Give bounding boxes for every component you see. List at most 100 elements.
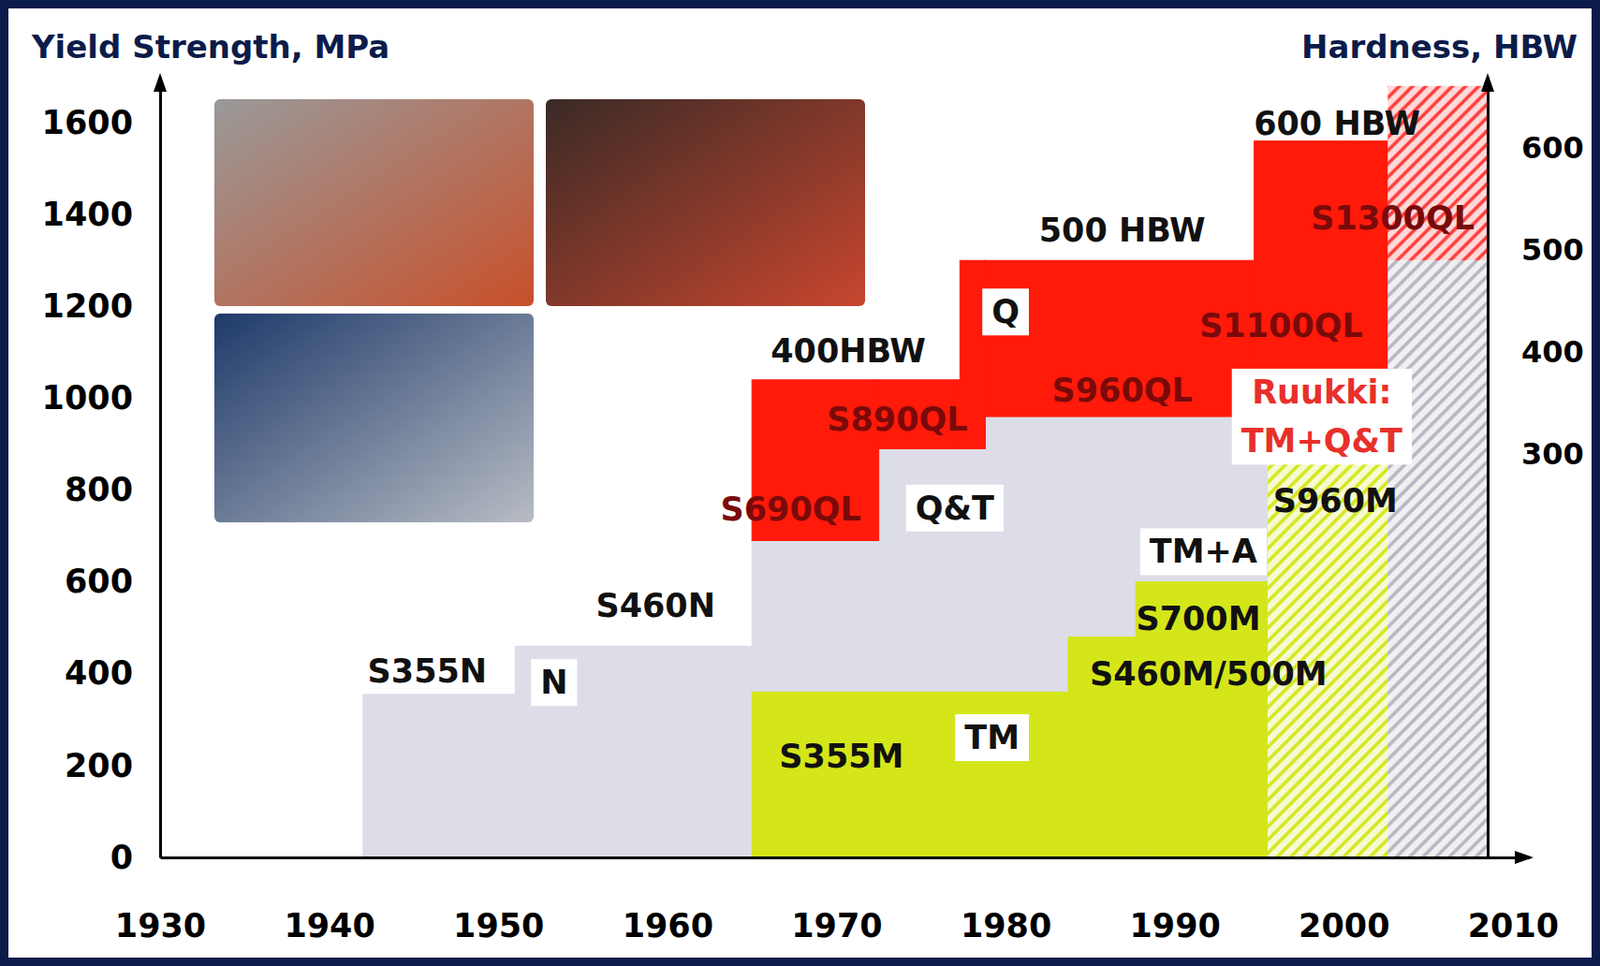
- annotation-text: S1300QL: [1310, 199, 1475, 237]
- annotation-line: S960QL: [1052, 371, 1193, 410]
- y2-axis-tick: 500: [1487, 232, 1585, 268]
- panel-background: [8, 8, 1592, 958]
- annotation-line: S890QL: [826, 400, 968, 439]
- region: [514, 645, 752, 858]
- region: [1135, 582, 1268, 858]
- annotation: 600 HBW: [1253, 104, 1421, 143]
- annotation-text: S960M: [1273, 482, 1398, 520]
- annotation-text: TM+A: [1149, 532, 1258, 571]
- annotation-line: TM+Q&T: [1241, 422, 1403, 460]
- y2-axis: 300400500600: [1487, 77, 1585, 859]
- hatched-region: [1387, 260, 1488, 858]
- annotation-text: S690QL: [720, 490, 862, 529]
- y-axis-tick: 600: [64, 562, 161, 601]
- y-axis: 0 200 400 600 800 1000 1200 1400 1600: [42, 77, 162, 877]
- y2-axis-line: [1486, 77, 1490, 859]
- annotation-text: S460N: [595, 587, 716, 625]
- annotation-text: 500 HBW: [1039, 211, 1206, 250]
- region: [363, 694, 516, 858]
- y-axis-tick-label: 600: [64, 562, 133, 601]
- x-axis: 193019401950196019701980199020002010: [115, 857, 1559, 945]
- annotation: S690QL: [720, 490, 862, 529]
- x-axis-tick: 1940: [283, 857, 375, 945]
- y-axis-tick: 200: [64, 747, 161, 785]
- y2-axis-title: Hardness, HBW: [1301, 28, 1578, 66]
- annotation: TM: [954, 714, 1029, 762]
- annotation-line: Q: [991, 293, 1020, 331]
- y-axis-tick-label: 200: [64, 747, 133, 785]
- annotation: Q: [982, 288, 1029, 336]
- annotation-line: S1100QL: [1199, 307, 1364, 345]
- chart-svg: 1930194019501960197019801990200020100200…: [0, 0, 1600, 966]
- y-axis-tick: 1000: [42, 379, 161, 417]
- y-axis-tick-label: 1600: [42, 103, 133, 142]
- annotation-line: N: [540, 663, 568, 702]
- annotation: S890QL: [826, 400, 968, 439]
- annotation-line: S960M: [1273, 482, 1398, 520]
- frame-background: [0, 0, 1600, 966]
- annotation-line: Ruukki:: [1251, 373, 1392, 412]
- annotation: S700M: [1135, 600, 1261, 638]
- y-axis-tick-label: 800: [64, 470, 133, 509]
- photo: [214, 313, 534, 523]
- chart-root: 1930194019501960197019801990200020100200…: [0, 0, 1600, 966]
- annotations: 400HBW 500 HBW 600 HBW S1300QL S1100QLS960QL…: [367, 104, 1475, 776]
- annotation: N: [530, 659, 577, 706]
- x-axis-tick: 1950: [453, 857, 544, 945]
- y-axis-tick-label: 400: [64, 654, 133, 692]
- x-axis-tick-label: 2000: [1298, 907, 1390, 945]
- y-axis-tick-label: 0: [110, 838, 133, 877]
- y-axis-title: Yield Strength, MPa: [30, 28, 390, 66]
- x-axis-tick-label: 1960: [622, 907, 714, 945]
- x-axis-tick-label: 1990: [1129, 907, 1220, 945]
- annotation-line: 500 HBW: [1039, 211, 1206, 250]
- y-axis-line: [159, 77, 162, 859]
- annotation-text: S960QL: [1052, 371, 1193, 410]
- annotation: 500 HBW: [1039, 211, 1206, 250]
- region: [751, 691, 1069, 858]
- y2-axis-tick: 400: [1487, 334, 1585, 370]
- x-axis-tick-label: 2010: [1467, 907, 1559, 945]
- annotation-text: Q: [991, 293, 1020, 331]
- annotation-text: Q&T: [915, 489, 995, 528]
- x-axis-tick-label: 1970: [791, 907, 882, 945]
- annotation-text: 600 HBW: [1253, 104, 1421, 143]
- x-axis-tick-label: 1950: [453, 907, 544, 945]
- annotation-box: [1232, 368, 1412, 466]
- annotation: 400HBW: [770, 332, 926, 370]
- annotation-box: [1140, 528, 1267, 575]
- y2-axis-tick-label: 500: [1521, 232, 1585, 268]
- x-axis-tick: 1970: [791, 857, 882, 945]
- annotation-line: S355M: [778, 737, 904, 776]
- annotation-text: N: [540, 663, 568, 702]
- annotation-text: S355M: [778, 737, 904, 776]
- y-axis-tick: 400: [64, 654, 161, 692]
- y2-axis-tick-label: 300: [1521, 436, 1585, 472]
- x-axis-tick-label: 1930: [115, 907, 206, 945]
- y-axis-tick-label: 1400: [42, 195, 133, 234]
- annotation-line: 400HBW: [770, 332, 926, 370]
- y2-axis-tick: 300: [1487, 436, 1585, 472]
- annotation-box: [982, 288, 1029, 336]
- y-axis-tick-label: 1200: [42, 287, 133, 325]
- annotation: Q&T: [906, 484, 1004, 532]
- annotation-text: 400HBW: [770, 332, 926, 370]
- y-axis-tick-label: 1000: [42, 379, 133, 417]
- annotation-text: S355N: [367, 652, 488, 690]
- annotation: S355M: [778, 737, 904, 776]
- annotation-text: S1100QL: [1199, 307, 1364, 345]
- annotation: S460M/500M: [1089, 655, 1328, 693]
- plot-area: [363, 86, 1488, 858]
- x-axis-line: [161, 856, 1531, 860]
- annotation-line: TM: [964, 719, 1020, 757]
- photo: [545, 99, 866, 307]
- axis-arrow: [153, 73, 167, 92]
- annotation-line: S460M/500M: [1089, 655, 1328, 693]
- annotation-line: S690QL: [720, 490, 862, 529]
- annotation: S460N: [595, 587, 716, 625]
- x-axis-tick: 1990: [1129, 857, 1220, 945]
- annotation-line: S1300QL: [1310, 199, 1475, 237]
- annotation-line: S460N: [595, 587, 716, 625]
- annotation-text: Ruukki: TM+Q&T: [1241, 373, 1403, 461]
- annotation: S355N: [367, 652, 488, 690]
